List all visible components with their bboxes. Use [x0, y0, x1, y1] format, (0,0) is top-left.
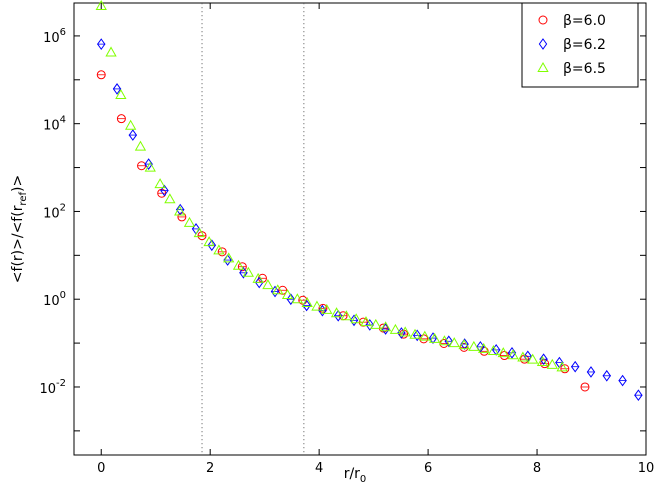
- data-point-diamond: [160, 184, 169, 197]
- data-point-triangle: [262, 279, 274, 290]
- plot-frame: [73, 2, 647, 456]
- data-point-triangle: [379, 321, 392, 332]
- x-axis-label: r/r0: [344, 466, 367, 485]
- legend-marker-circle: [538, 15, 548, 25]
- data-point-triangle: [360, 316, 372, 327]
- data-markers: [95, 0, 643, 402]
- data-point-triangle: [468, 340, 480, 351]
- data-point-triangle: [144, 161, 156, 172]
- series-circle: [96, 70, 590, 392]
- data-point-triangle: [517, 351, 529, 362]
- data-point-diamond: [144, 158, 153, 170]
- data-point-triangle: [291, 293, 304, 304]
- data-point-diamond: [365, 319, 375, 331]
- data-point-triangle: [105, 46, 117, 57]
- data-point-triangle: [556, 361, 568, 372]
- y-axis-ticks: 10-2 100 102 104 106: [39, 27, 646, 432]
- data-point-diamond: [286, 293, 296, 306]
- data-point-triangle: [281, 288, 294, 299]
- data-point-diamond: [634, 389, 643, 402]
- data-point-triangle: [419, 330, 431, 341]
- data-point-triangle: [527, 353, 539, 364]
- data-point-diamond: [570, 360, 580, 373]
- data-point-triangle: [428, 332, 441, 343]
- data-point-diamond: [223, 254, 232, 266]
- data-point-triangle: [389, 323, 402, 334]
- data-point-triangle: [223, 252, 235, 263]
- data-point-triangle: [154, 178, 166, 189]
- data-point-triangle: [301, 296, 313, 307]
- data-point-diamond: [207, 239, 217, 252]
- data-point-triangle: [321, 303, 333, 314]
- data-point-triangle: [370, 318, 382, 329]
- y-tick-label: 106: [43, 27, 66, 46]
- data-point-diamond: [539, 353, 548, 366]
- data-point-triangle: [124, 119, 137, 130]
- data-point-diamond: [602, 369, 611, 382]
- data-point-triangle: [183, 216, 196, 227]
- data-point-diamond: [239, 266, 248, 279]
- data-point-triangle: [272, 284, 284, 295]
- x-tick-label: 6: [424, 461, 432, 476]
- data-point-diamond: [618, 374, 627, 387]
- data-point-triangle: [330, 307, 343, 318]
- data-point-triangle: [536, 356, 549, 367]
- data-point-diamond: [270, 285, 280, 298]
- data-point-triangle: [350, 313, 362, 324]
- x-tick-label: 10: [638, 461, 654, 476]
- data-point-triangle: [546, 358, 558, 369]
- data-point-triangle: [487, 344, 500, 356]
- reference-lines: [201, 3, 305, 455]
- x-tick-label: 0: [97, 461, 105, 476]
- x-tick-label: 8: [533, 461, 541, 476]
- data-point-triangle: [507, 349, 519, 360]
- y-tick-label: 10-2: [39, 378, 66, 397]
- legend-box: [521, 2, 639, 88]
- data-point-triangle: [174, 205, 186, 216]
- data-point-triangle: [164, 193, 176, 204]
- data-point-triangle: [252, 272, 264, 283]
- data-point-triangle: [213, 244, 225, 255]
- data-point-diamond: [97, 38, 106, 50]
- data-point-triangle: [448, 337, 460, 348]
- y-tick-label: 104: [43, 115, 66, 134]
- data-point-triangle: [115, 88, 127, 100]
- data-point-diamond: [112, 83, 122, 95]
- data-point-triangle: [242, 266, 254, 277]
- data-point-triangle: [232, 259, 245, 270]
- data-point-triangle: [311, 300, 323, 311]
- data-point-triangle: [340, 310, 353, 321]
- legend-label: β=6.5: [563, 61, 606, 77]
- data-point-diamond: [507, 346, 517, 359]
- y-axis-label: <f(r)>/<f(rref)>: [10, 175, 29, 283]
- x-tick-label: 4: [315, 461, 323, 476]
- data-point-triangle: [409, 328, 421, 339]
- data-point-diamond: [412, 329, 422, 342]
- y-tick-label: 100: [43, 290, 66, 309]
- series-triangle: [95, 0, 568, 372]
- data-point-diamond: [333, 309, 343, 322]
- data-point-diamond: [128, 129, 138, 141]
- legend-label: β=6.0: [563, 13, 606, 29]
- legend-label: β=6.2: [563, 37, 606, 53]
- data-point-triangle: [497, 347, 509, 358]
- data-point-triangle: [478, 342, 490, 353]
- data-point-triangle: [203, 236, 215, 247]
- data-point-diamond: [428, 332, 438, 344]
- legend-marker-diamond: [538, 38, 548, 50]
- data-point-triangle: [134, 140, 147, 151]
- data-point-triangle: [399, 326, 411, 337]
- legend: β=6.0 β=6.2 β=6.5: [521, 2, 639, 88]
- x-tick-label: 2: [206, 461, 214, 476]
- legend-marker-triangle: [537, 61, 549, 72]
- y-tick-label: 102: [43, 202, 66, 221]
- data-point-triangle: [438, 335, 451, 346]
- data-point-diamond: [586, 366, 596, 378]
- data-point-triangle: [458, 339, 470, 350]
- data-point-diamond: [349, 314, 359, 327]
- data-point-triangle: [95, 0, 107, 11]
- data-point-triangle: [193, 227, 205, 238]
